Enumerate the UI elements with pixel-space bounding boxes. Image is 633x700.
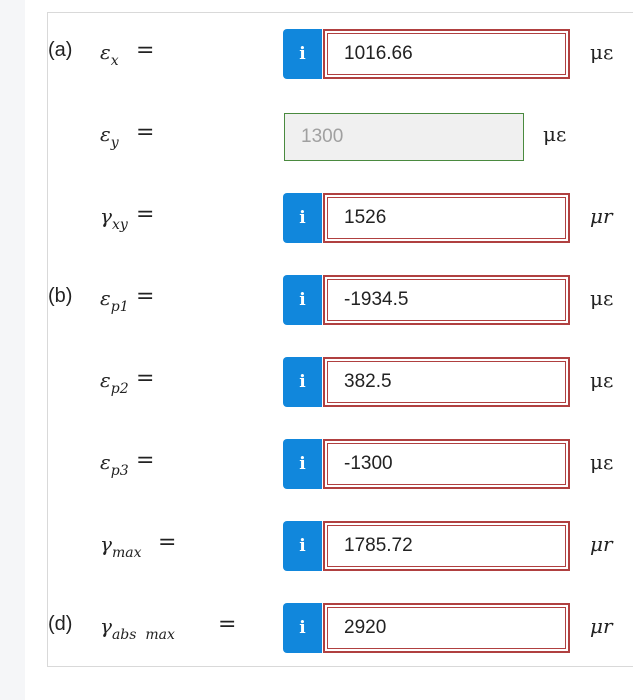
unit-label: μr — [590, 532, 613, 556]
equals-sign: = — [136, 38, 155, 63]
info-icon[interactable]: i — [283, 439, 322, 489]
epsilon-p1-input[interactable]: -1934.5 — [323, 275, 570, 325]
answer-row-epsilon-x: (a) εx = i 1016.66 με — [48, 26, 633, 82]
info-icon[interactable]: i — [283, 521, 322, 571]
left-margin-strip — [0, 0, 25, 700]
gamma-xy-input[interactable]: 1526 — [323, 193, 570, 243]
equals-sign: = — [136, 366, 155, 391]
answer-panel: (a) εx = i 1016.66 με εy = 1300 με γxy =… — [47, 12, 633, 667]
unit-label: μr — [590, 614, 613, 638]
equals-sign: = — [158, 530, 177, 555]
symbol: εx — [100, 40, 119, 69]
info-icon[interactable]: i — [283, 603, 322, 653]
part-label: (d) — [48, 613, 73, 635]
answer-row-gamma-max: γmax = i 1785.72 μr — [48, 518, 633, 574]
unit-label: με — [590, 286, 614, 310]
answer-row-epsilon-y: εy = 1300 με — [48, 108, 633, 164]
symbol: εp3 — [100, 450, 129, 479]
answer-row-gamma-abs-max: (d) γabs max = i 2920 μr — [48, 600, 633, 656]
info-icon[interactable]: i — [283, 193, 322, 243]
part-label: (a) — [48, 39, 73, 61]
symbol: γabs max — [100, 614, 175, 643]
equals-sign: = — [136, 284, 155, 309]
answer-row-epsilon-p3: εp3 = i -1300 με — [48, 436, 633, 492]
unit-label: με — [543, 122, 567, 146]
gamma-abs-max-input[interactable]: 2920 — [323, 603, 570, 653]
equals-sign: = — [136, 448, 155, 473]
unit-label: μr — [590, 204, 613, 228]
symbol: γmax — [100, 532, 142, 561]
info-icon[interactable]: i — [283, 29, 322, 79]
answer-row-gamma-xy: γxy = i 1526 μr — [48, 190, 633, 246]
equals-sign: = — [136, 202, 155, 227]
epsilon-y-given-field: 1300 — [284, 113, 524, 161]
unit-label: με — [590, 450, 614, 474]
part-label: (b) — [48, 285, 73, 307]
epsilon-x-input[interactable]: 1016.66 — [323, 29, 570, 79]
unit-label: με — [590, 40, 614, 64]
gamma-max-input[interactable]: 1785.72 — [323, 521, 570, 571]
answer-row-epsilon-p1: (b) εp1 = i -1934.5 με — [48, 272, 633, 328]
symbol: εp2 — [100, 368, 129, 397]
info-icon[interactable]: i — [283, 357, 322, 407]
equals-sign: = — [136, 120, 155, 145]
equals-sign: = — [218, 612, 237, 637]
symbol: γxy — [100, 204, 128, 233]
unit-label: με — [590, 368, 614, 392]
symbol: εp1 — [100, 286, 129, 315]
info-icon[interactable]: i — [283, 275, 322, 325]
symbol: εy — [100, 122, 119, 151]
epsilon-p2-input[interactable]: 382.5 — [323, 357, 570, 407]
epsilon-p3-input[interactable]: -1300 — [323, 439, 570, 489]
answer-row-epsilon-p2: εp2 = i 382.5 με — [48, 354, 633, 410]
